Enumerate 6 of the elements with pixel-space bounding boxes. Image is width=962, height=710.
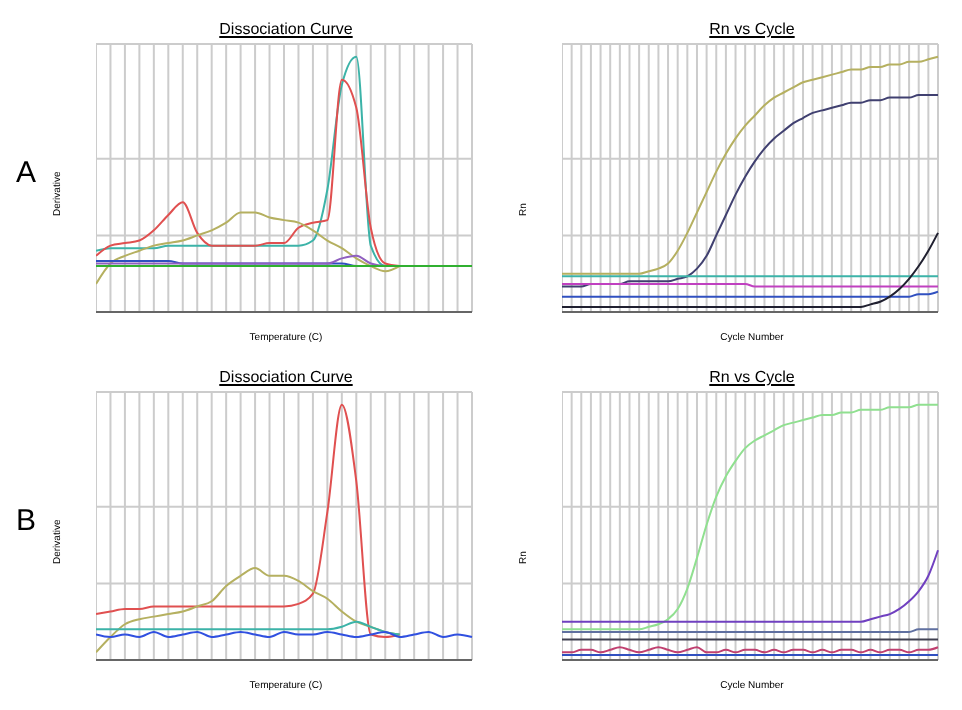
chart-title: Rn vs Cycle [707, 20, 797, 38]
chart-title: Dissociation Curve [217, 368, 355, 386]
chart-title: Rn vs Cycle [707, 368, 797, 386]
text: A [16, 156, 37, 190]
chart-title: Dissociation Curve [217, 20, 355, 38]
text: B [16, 504, 37, 538]
